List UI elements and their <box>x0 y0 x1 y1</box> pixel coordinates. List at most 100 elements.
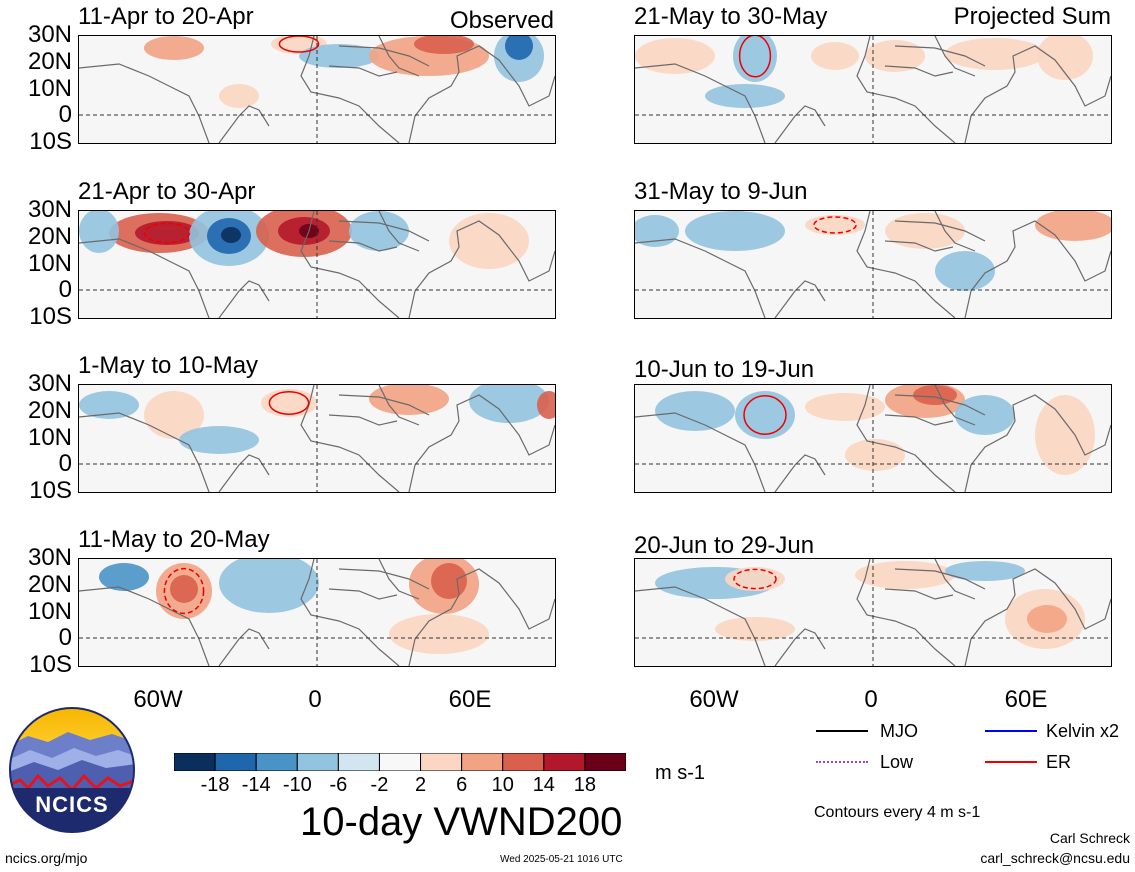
anomaly-shading <box>537 391 555 419</box>
lat-tick-10n: 10N <box>27 74 72 102</box>
anomaly-shading <box>845 439 905 471</box>
legend-kelvin-line <box>985 730 1037 732</box>
panel-title-right-3: 10-Jun to 19-Jun <box>634 356 815 383</box>
anomaly-shading <box>913 385 957 405</box>
panel-title-left-3: 1-May to 10-May <box>78 352 259 379</box>
anomaly-shading <box>505 36 533 60</box>
panel-title-left-4: 11-May to 20-May <box>78 526 270 553</box>
legend-low-line <box>816 761 868 765</box>
coastline <box>378 385 420 426</box>
anomaly-shading <box>431 563 467 599</box>
anomaly-shading <box>935 251 995 291</box>
colorbar-swatch <box>420 752 463 772</box>
coastline <box>328 588 398 600</box>
anomaly-shading <box>855 561 955 589</box>
coastline <box>894 45 986 67</box>
anomaly-shading <box>469 385 549 423</box>
anomaly-shading <box>715 617 795 641</box>
colorbar-swatch <box>502 752 545 772</box>
lat-tick-10n: 10N <box>27 597 72 625</box>
er-contour <box>738 36 772 78</box>
footer-email[interactable]: carl_schreck@ncsu.edu <box>980 850 1130 866</box>
panel-title-right-1: 21-May to 30-May <box>634 3 828 30</box>
er-contour <box>278 36 320 53</box>
er-contour <box>143 222 191 244</box>
coastline <box>884 65 954 77</box>
lat-tick-10s: 10S <box>29 477 72 504</box>
lat-tick-10s: 10S <box>29 303 72 330</box>
map-panel-observed-4 <box>78 558 556 667</box>
colorbar-tick-label: 6 <box>456 774 468 796</box>
coastline <box>408 220 555 318</box>
coastline <box>964 45 1111 143</box>
lat-tick-20n: 20N <box>27 570 72 598</box>
coastline <box>328 65 398 77</box>
lat-tick-20n: 20N <box>27 47 72 75</box>
legend-mjo-line <box>816 730 868 732</box>
coastline <box>934 385 976 426</box>
legend-er-label: ER <box>1046 752 1072 772</box>
colorbar-tick-label: -18 <box>200 774 230 796</box>
anomaly-shading <box>1027 605 1067 633</box>
lat-tick-30n: 30N <box>27 544 72 571</box>
footer-timestamp: Wed 2025-05-21 1016 UTC <box>500 854 623 865</box>
anomaly-shading <box>144 391 204 439</box>
lat-tick-10s: 10S <box>29 128 72 155</box>
lat-tick-30n: 30N <box>27 21 72 48</box>
map-panel-projected-1 <box>634 35 1112 144</box>
coastline <box>884 240 954 252</box>
anomaly-shading <box>1037 36 1093 80</box>
legend-low-label: Low <box>880 752 914 772</box>
anomaly-shading <box>885 213 965 249</box>
coastline <box>378 36 420 77</box>
map-panel-observed-1 <box>78 35 556 144</box>
colorbar-tick-label: -10 <box>282 774 312 796</box>
lat-tick-10n: 10N <box>27 249 72 277</box>
coastline <box>338 394 430 416</box>
colorbar-swatch <box>255 752 298 772</box>
lat-tick-0: 0 <box>58 101 72 129</box>
colorbar-swatch <box>296 752 339 772</box>
lat-tick-10n: 10N <box>27 423 72 451</box>
coastline <box>328 414 398 426</box>
lat-tick-0: 0 <box>58 276 72 304</box>
coastline <box>300 385 400 492</box>
er-contour <box>733 568 777 590</box>
coastline <box>894 394 986 416</box>
coastline <box>635 238 766 318</box>
coastline <box>408 568 555 666</box>
coastline <box>856 559 956 666</box>
colorbar-tick-label: 10 <box>491 774 514 796</box>
footer-url[interactable]: ncics.org/mjo <box>5 850 88 866</box>
colorbar-tick-label: -6 <box>329 774 348 796</box>
anomaly-shading <box>735 391 795 439</box>
anomaly-shading <box>79 211 119 253</box>
anomaly-shading <box>221 227 241 243</box>
colorbar-swatch <box>337 752 380 772</box>
coastline <box>378 559 420 600</box>
coastline <box>964 220 1111 318</box>
lat-tick-30n: 30N <box>27 370 72 397</box>
coastline <box>300 559 400 666</box>
anomaly-shading <box>79 391 139 419</box>
lon-tick-60e-right: 60E <box>1004 686 1048 713</box>
coastline <box>338 220 430 242</box>
coastline <box>964 568 1111 666</box>
anomaly-shading <box>945 38 1045 70</box>
figure-variable-title: 10-day VWND200 <box>300 800 623 844</box>
colorbar-swatch <box>173 752 216 772</box>
anomaly-shading <box>1035 211 1111 241</box>
colorbar-swatch <box>543 752 586 772</box>
panel-title-right-4: 20-Jun to 29-Jun <box>634 532 815 559</box>
anomaly-shading <box>219 84 259 108</box>
coastline <box>635 63 766 143</box>
coastline <box>79 586 210 666</box>
er-contour <box>268 391 310 415</box>
coastline <box>894 568 986 590</box>
coastline <box>894 220 986 242</box>
colorbar-tick-label: -14 <box>241 774 271 796</box>
coastline <box>635 412 766 492</box>
logo-text: NCICS <box>35 792 108 817</box>
anomaly-shading <box>685 211 785 251</box>
lat-tick-20n: 20N <box>27 222 72 250</box>
